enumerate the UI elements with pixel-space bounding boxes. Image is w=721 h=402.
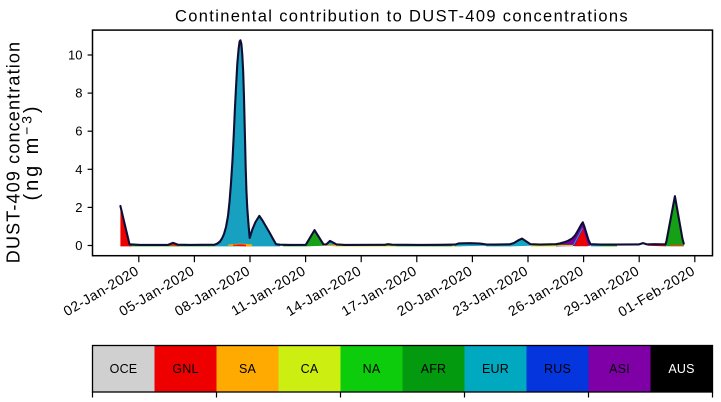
svg-text:OCE: OCE	[110, 362, 138, 376]
svg-text:AFR: AFR	[421, 362, 447, 376]
svg-text:EUR: EUR	[482, 362, 509, 376]
svg-text:8: 8	[75, 86, 82, 101]
svg-text:ASI: ASI	[609, 362, 630, 376]
svg-text:2: 2	[75, 200, 82, 215]
svg-text:SA: SA	[239, 362, 257, 376]
svg-text:AUS: AUS	[668, 362, 694, 376]
svg-text:4: 4	[75, 162, 82, 177]
svg-text:0: 0	[75, 238, 82, 253]
svg-text:GNL: GNL	[172, 362, 198, 376]
svg-text:6: 6	[75, 124, 82, 139]
svg-text:DUST-409 concentration: DUST-409 concentration	[4, 41, 24, 263]
svg-text:10: 10	[68, 48, 82, 63]
svg-text:CA: CA	[301, 362, 319, 376]
svg-text:NA: NA	[363, 362, 381, 376]
svg-text:RUS: RUS	[544, 362, 571, 376]
svg-text:Continental contribution to DU: Continental contribution to DUST-409 con…	[175, 8, 629, 26]
